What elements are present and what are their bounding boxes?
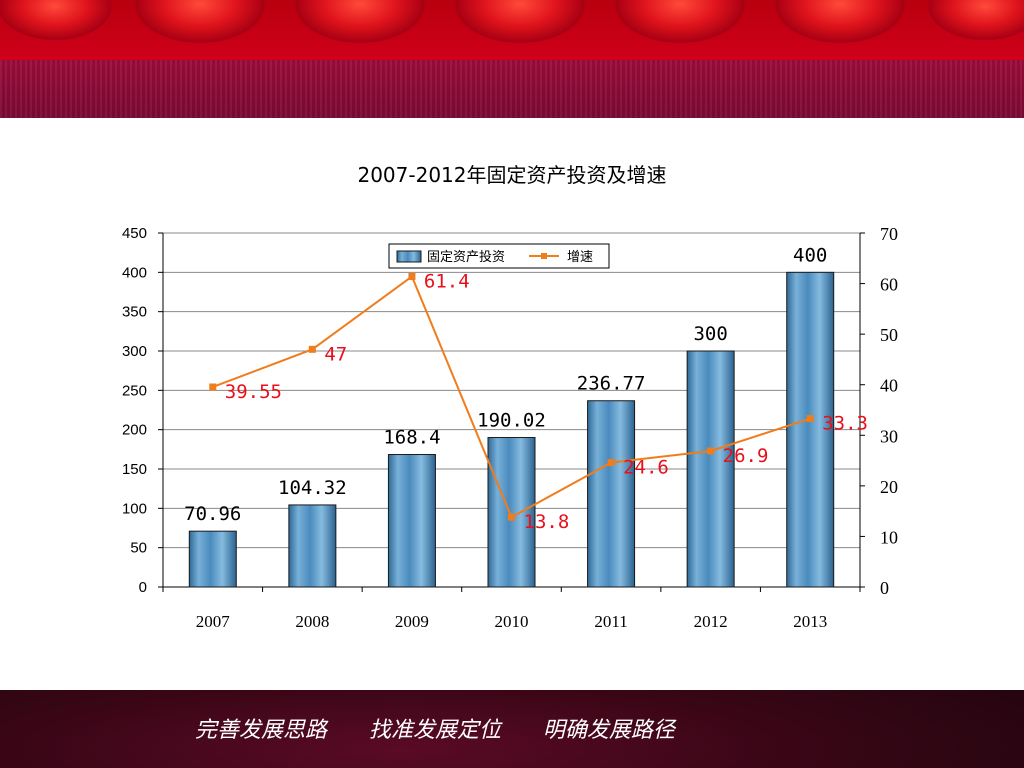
- x-tick-label: 2010: [495, 612, 529, 631]
- y-left-tick-label: 400: [122, 264, 147, 281]
- legend-box: [388, 243, 610, 269]
- x-tick-label: 2007: [196, 612, 231, 631]
- y-left-tick-label: 200: [122, 422, 147, 439]
- y-right-tick-label: 0: [880, 578, 889, 598]
- y-left-tick-label: 150: [122, 461, 147, 478]
- y-right-tick-label: 60: [880, 275, 898, 295]
- x-tick-label: 2011: [594, 612, 627, 631]
- line-series: [209, 272, 814, 521]
- bar: [387, 454, 436, 588]
- bar: [686, 350, 735, 588]
- axes: 0 50 100 150 200 250 300 350 400 450 0 10 20 30 40 50 60…: [122, 224, 898, 631]
- y-left-tick-label: 100: [122, 500, 147, 517]
- line-value-label: 13.8: [524, 511, 570, 533]
- bar: [188, 530, 237, 588]
- bar-value-label: 168.4: [383, 427, 440, 449]
- x-tick-label: 2013: [793, 612, 827, 631]
- y-right-tick-label: 50: [880, 325, 898, 345]
- bar: [288, 504, 337, 588]
- bar: [786, 271, 835, 588]
- line-point: [806, 415, 814, 423]
- footer-slogan: 完善发展思路 找准发展定位 明确发展路径: [195, 718, 675, 743]
- bar-series: [188, 271, 835, 588]
- line-point: [408, 272, 416, 280]
- y-left-tick-label: 450: [122, 225, 147, 242]
- y-left-tick-label: 0: [139, 579, 147, 596]
- legend-line-marker: [541, 253, 547, 259]
- legend-line-label: 增速: [567, 250, 593, 265]
- y-right-tick-label: 10: [880, 527, 898, 547]
- y-left-tick-label: 250: [122, 382, 147, 399]
- line-point: [707, 447, 715, 455]
- line-value-label: 24.6: [623, 457, 669, 479]
- bar: [487, 437, 536, 588]
- bar-value-label: 400: [793, 244, 827, 266]
- y-right-tick-label: 70: [880, 224, 898, 244]
- curtain-header: [0, 0, 1024, 118]
- x-tick-label: 2012: [694, 612, 728, 631]
- bar-value-label: 104.32: [278, 477, 347, 499]
- line-value-label: 39.55: [225, 381, 282, 403]
- bar-value-label: 190.02: [477, 410, 546, 432]
- y-left-tick-label: 350: [122, 304, 147, 321]
- legend-bar-swatch: [396, 250, 422, 263]
- line-value-label: 26.9: [723, 445, 769, 467]
- y-left-tick-label: 50: [130, 540, 147, 557]
- line-value-label: 61.4: [424, 270, 470, 292]
- x-tick-label: 2009: [395, 612, 429, 631]
- line-point: [209, 383, 217, 391]
- line-point: [607, 459, 615, 467]
- bar-value-label: 236.77: [577, 373, 646, 395]
- bar-value-label: 70.96: [184, 503, 241, 525]
- line-point: [308, 345, 316, 353]
- y-right-tick-label: 30: [880, 426, 898, 446]
- legend: 固定资产投资 增速: [388, 243, 610, 269]
- x-tick-label: 2008: [295, 612, 329, 631]
- legend-bar-label: 固定资产投资: [427, 249, 505, 265]
- line-value-label: 47: [324, 343, 347, 365]
- bar-value-label: 300: [693, 323, 727, 345]
- y-right-tick-label: 20: [880, 477, 898, 497]
- y-left-tick-label: 300: [122, 343, 147, 360]
- curtain-valance: [0, 0, 1024, 60]
- grid: [163, 232, 860, 549]
- line-point: [508, 513, 515, 521]
- chart: 2007-2012年固定资产投资及增速 05010015020025030035…: [122, 163, 898, 631]
- data-labels: 70.96 104.32 168.4 190.02 236.77 300 400 39.55 4…: [184, 244, 868, 533]
- footer-bar: [0, 690, 1024, 768]
- chart-title: 2007-2012年固定资产投资及增速: [357, 163, 666, 187]
- bar: [587, 400, 636, 588]
- line-value-label: 33.3: [822, 413, 868, 435]
- y-right-tick-label: 40: [880, 376, 898, 396]
